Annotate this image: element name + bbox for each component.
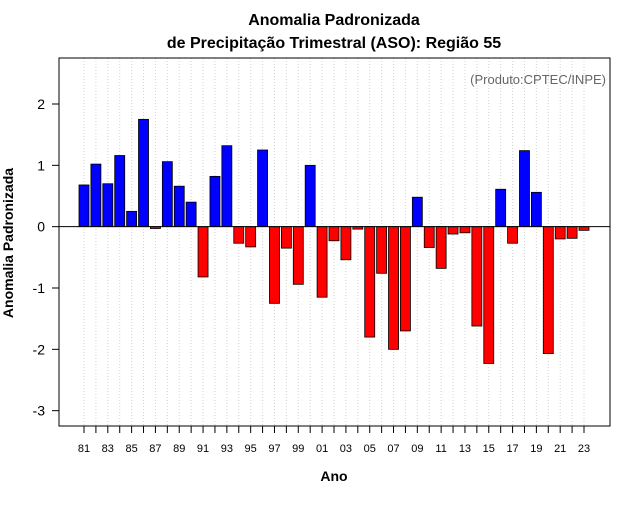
x-tick-label: 93 <box>221 443 233 455</box>
bar-2006 <box>376 226 388 274</box>
bar-2005 <box>364 226 376 338</box>
bar-1981 <box>78 184 90 228</box>
x-tick-label: 11 <box>435 443 446 455</box>
x-tick-label: 23 <box>578 443 590 455</box>
bar-1999 <box>292 226 304 285</box>
x-tick-label: 09 <box>411 443 423 455</box>
x-tick-label: 83 <box>102 443 114 455</box>
bar-2011 <box>435 226 447 269</box>
chart-title-line2: de Precipitação Trimestral (ASO): Região… <box>167 35 501 52</box>
x-tick-label: 81 <box>78 443 90 455</box>
bar-2020 <box>542 226 554 355</box>
x-tick-label: 87 <box>149 443 161 455</box>
y-tick-label: -3 <box>33 403 46 419</box>
y-tick-label: -2 <box>33 341 46 357</box>
bar-2009 <box>411 196 423 228</box>
chart-title-line1: Anomalia Padronizada <box>248 12 420 29</box>
y-tick-label: -1 <box>33 280 46 296</box>
x-tick-label: 95 <box>245 443 257 455</box>
x-tick-label: 21 <box>554 443 566 455</box>
bar-2010 <box>423 226 435 248</box>
bar-1996 <box>257 149 268 228</box>
y-axis-title: Anomalia Padronizada <box>0 168 16 318</box>
bar-1984 <box>114 155 126 228</box>
bar-1992 <box>209 175 221 228</box>
x-axis-title: Ano <box>320 468 347 484</box>
x-tick-label: 89 <box>173 443 185 455</box>
bar-1995 <box>245 226 257 248</box>
x-tick-label: 99 <box>292 443 304 455</box>
bar-2014 <box>471 226 483 327</box>
bar-2017 <box>507 226 518 244</box>
bar-2023 <box>578 226 590 231</box>
bar-2003 <box>340 226 352 261</box>
x-tick-label: 85 <box>125 443 137 455</box>
bar-1982 <box>90 163 102 228</box>
bar-2012 <box>447 226 459 235</box>
y-axis: -3 -2 -1 0 1 2 <box>33 96 59 419</box>
bar-2008 <box>400 226 411 332</box>
bar-2013 <box>459 226 471 234</box>
bar-2016 <box>495 188 507 228</box>
x-tick-label: 15 <box>483 443 495 455</box>
bar-2001 <box>316 226 328 298</box>
x-tick-label: 01 <box>316 443 328 455</box>
bar-1983 <box>102 183 114 228</box>
y-tick-label: 0 <box>37 219 45 235</box>
x-tick-label: 13 <box>459 443 471 455</box>
bar-1986 <box>138 118 149 228</box>
x-tick-label: 91 <box>197 443 209 455</box>
bar-1990 <box>185 201 197 228</box>
bar-2019 <box>530 191 542 228</box>
x-tick-label: 05 <box>364 443 376 455</box>
bar-1994 <box>233 226 245 244</box>
y-tick-label: 2 <box>37 96 45 112</box>
bar-1985 <box>126 210 138 228</box>
x-tick-label: 19 <box>530 443 542 455</box>
bar-2002 <box>328 226 340 242</box>
y-tick-label: 1 <box>37 157 45 173</box>
bar-2015 <box>483 226 495 364</box>
bar-1989 <box>173 185 185 228</box>
x-tick-label: 97 <box>268 443 280 455</box>
bar-2021 <box>554 226 566 240</box>
bar-1993 <box>221 145 233 228</box>
bar-1988 <box>161 161 173 228</box>
bar-1991 <box>197 226 209 278</box>
bar-2007 <box>388 226 399 350</box>
x-axis: 81 83 85 87 89 91 93 95 97 99 01 03 05 07 09 11 13 15 17 19… <box>78 426 590 455</box>
x-tick-label: 17 <box>506 443 518 455</box>
bar-1998 <box>280 226 292 249</box>
bar-2000 <box>304 164 316 228</box>
x-tick-label: 07 <box>387 443 399 455</box>
credit-label: (Produto:CPTEC/INPE) <box>470 72 606 87</box>
x-tick-label: 03 <box>340 443 352 455</box>
bar-2022 <box>566 226 578 239</box>
bar-1997 <box>269 226 280 304</box>
bars-layer <box>78 118 590 364</box>
bar-2018 <box>519 150 530 228</box>
